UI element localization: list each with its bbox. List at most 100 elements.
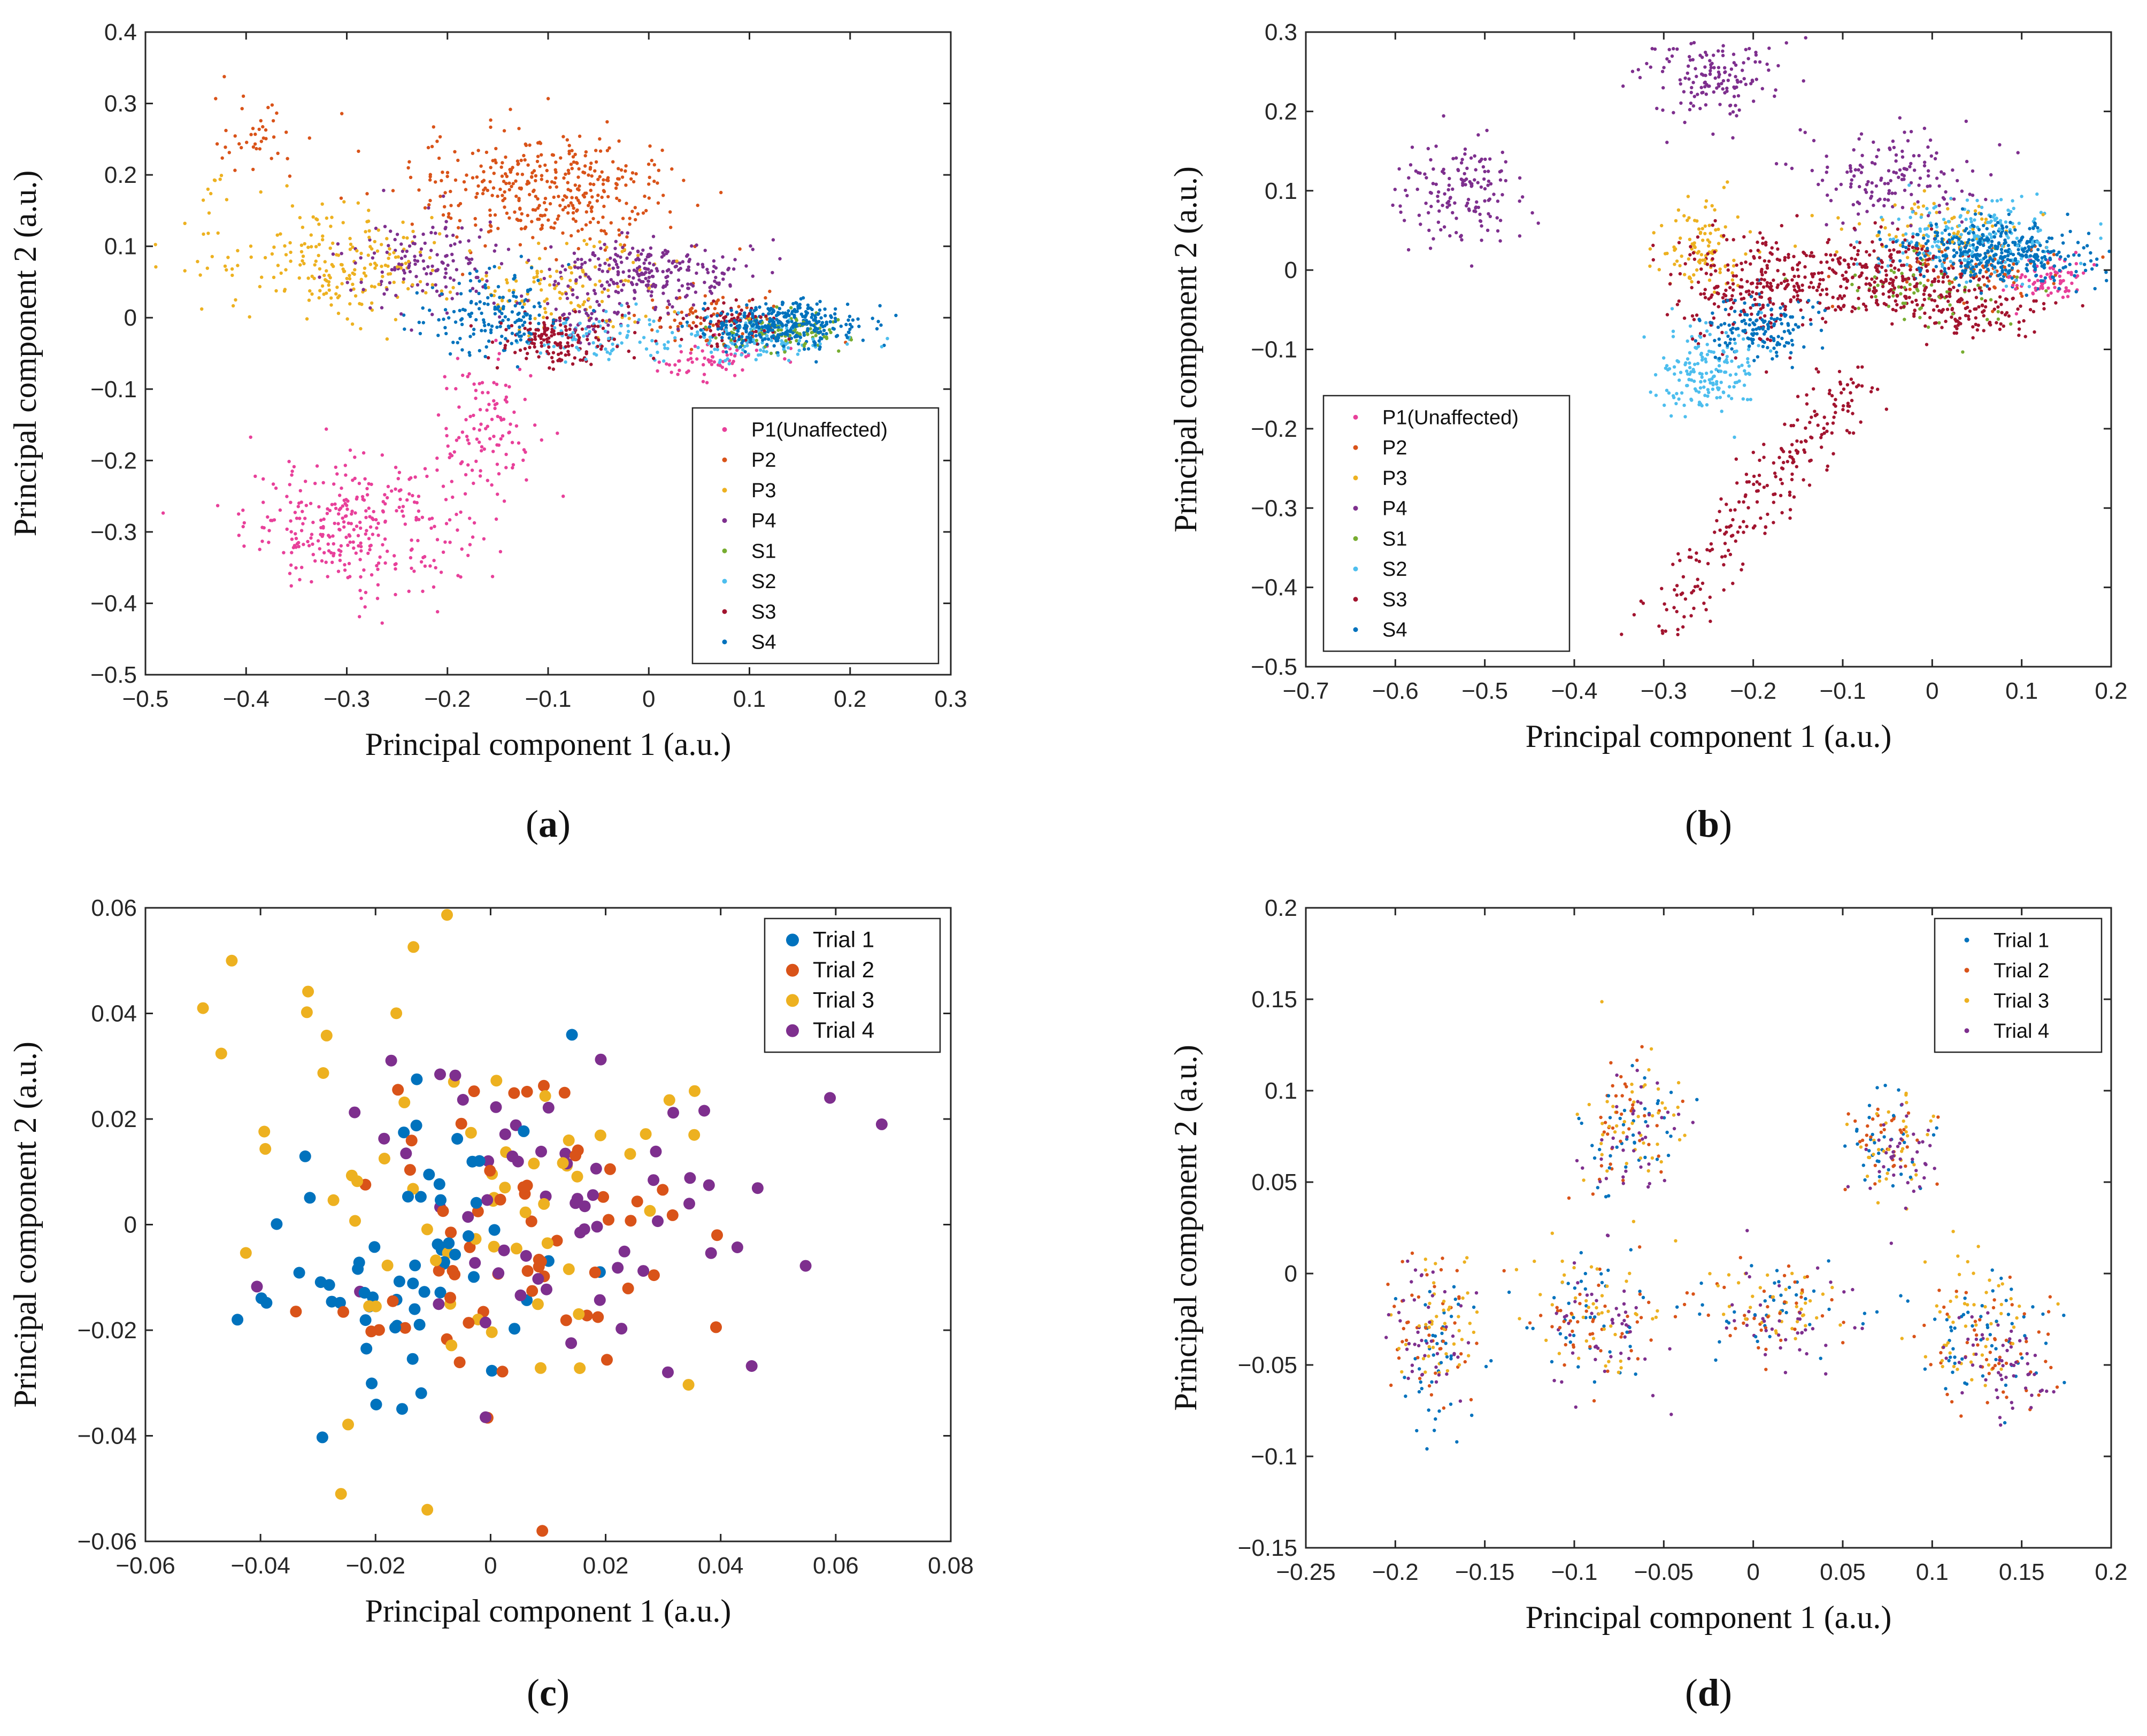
point-p4 bbox=[751, 274, 755, 278]
point-p3 bbox=[535, 269, 539, 273]
point-p4 bbox=[1645, 61, 1649, 66]
point-s1 bbox=[784, 339, 788, 343]
point-p3 bbox=[385, 337, 389, 341]
point-p4 bbox=[620, 288, 624, 292]
point-p2 bbox=[449, 204, 453, 207]
point-p1-unaffected- bbox=[299, 500, 303, 504]
point-p2 bbox=[2012, 262, 2015, 266]
point-p1-unaffected- bbox=[472, 413, 475, 418]
point-s3 bbox=[1973, 288, 1976, 291]
point-p2 bbox=[257, 127, 261, 132]
point-p2 bbox=[233, 168, 237, 172]
point-p4 bbox=[1883, 182, 1887, 186]
point-s4 bbox=[2036, 226, 2040, 230]
point-s1 bbox=[1850, 282, 1854, 287]
point-s2 bbox=[662, 359, 666, 363]
point-s3 bbox=[2017, 333, 2021, 337]
point-p4 bbox=[1704, 92, 1708, 96]
point-s4 bbox=[794, 325, 798, 328]
point-p3 bbox=[283, 244, 287, 248]
point-p3 bbox=[582, 238, 586, 243]
point-p4 bbox=[733, 258, 737, 261]
point-p4 bbox=[640, 252, 643, 256]
point-s3 bbox=[1930, 280, 1934, 284]
point-p4 bbox=[1436, 220, 1441, 224]
point-p3 bbox=[568, 279, 572, 282]
point-p2 bbox=[574, 196, 579, 200]
point-p1-unaffected- bbox=[471, 535, 475, 539]
point-p3 bbox=[205, 266, 209, 270]
point-s3 bbox=[599, 347, 603, 351]
point-p1-unaffected- bbox=[241, 508, 245, 512]
point-s2 bbox=[552, 344, 556, 349]
point-s3 bbox=[1838, 256, 1842, 260]
point-s4 bbox=[810, 312, 814, 317]
point-s2 bbox=[1688, 351, 1692, 354]
point-p1-unaffected- bbox=[741, 368, 744, 372]
point-p1-unaffected- bbox=[450, 480, 453, 483]
point-trail bbox=[1825, 429, 1829, 433]
point-s3 bbox=[570, 344, 574, 348]
point-p1-unaffected- bbox=[2059, 280, 2063, 284]
point-p2 bbox=[537, 204, 541, 207]
point-p4 bbox=[625, 302, 629, 305]
point-p2 bbox=[660, 148, 664, 152]
point-s2 bbox=[696, 330, 699, 334]
point-p3 bbox=[605, 258, 610, 262]
point-p4 bbox=[647, 279, 651, 283]
point-p2 bbox=[253, 132, 257, 136]
point-p2 bbox=[590, 195, 594, 199]
point-p2 bbox=[617, 228, 621, 232]
point-s4 bbox=[829, 315, 833, 319]
point-p4 bbox=[450, 252, 454, 256]
point-p1-unaffected- bbox=[400, 509, 404, 513]
point-p2 bbox=[670, 167, 674, 171]
point-s4 bbox=[565, 318, 568, 321]
point-p1-unaffected- bbox=[349, 522, 353, 526]
point-p2 bbox=[688, 307, 692, 312]
point-p4 bbox=[359, 280, 363, 284]
point-s4 bbox=[1751, 303, 1755, 307]
point-p4 bbox=[1518, 176, 1522, 180]
point-p4 bbox=[382, 292, 386, 296]
point-s4 bbox=[761, 312, 765, 317]
point-p3 bbox=[418, 280, 422, 284]
point-s3 bbox=[2016, 307, 2020, 311]
point-s3 bbox=[1867, 282, 1872, 286]
point-s2 bbox=[1699, 380, 1703, 384]
point-s2 bbox=[1950, 227, 1954, 230]
point-s3 bbox=[1919, 273, 1922, 277]
point-s4 bbox=[474, 318, 478, 322]
point-p4 bbox=[405, 249, 409, 253]
point-p2 bbox=[440, 179, 443, 182]
point-s3 bbox=[2017, 327, 2021, 331]
point-s4 bbox=[1771, 357, 1774, 361]
point-p1-unaffected- bbox=[448, 518, 452, 522]
point-p4 bbox=[1451, 187, 1455, 191]
point-p2 bbox=[549, 226, 553, 229]
point-p1-unaffected- bbox=[665, 362, 668, 366]
point-s3 bbox=[1999, 303, 2003, 306]
point-p2 bbox=[536, 155, 540, 158]
point-s4 bbox=[833, 317, 837, 320]
point-p1-unaffected- bbox=[364, 509, 368, 513]
point-s2 bbox=[1699, 353, 1703, 357]
point-p1-unaffected- bbox=[322, 551, 326, 555]
point-s4 bbox=[2087, 232, 2091, 235]
point-s1 bbox=[1853, 273, 1857, 277]
point-p4 bbox=[1705, 53, 1709, 57]
point-trail bbox=[1671, 562, 1675, 566]
point-p4 bbox=[1897, 175, 1900, 179]
point-s3 bbox=[1861, 302, 1866, 306]
point-p1-unaffected- bbox=[2045, 272, 2049, 276]
point-p1-unaffected- bbox=[290, 537, 294, 541]
point-s3 bbox=[1779, 313, 1783, 317]
point-p4 bbox=[388, 281, 392, 285]
point-p4 bbox=[638, 273, 643, 276]
point-s4 bbox=[1749, 318, 1752, 322]
point-p3 bbox=[370, 247, 374, 251]
point-s3 bbox=[1958, 317, 1962, 320]
point-s4 bbox=[755, 325, 759, 329]
point-p4 bbox=[627, 311, 631, 315]
point-p3 bbox=[336, 253, 341, 257]
